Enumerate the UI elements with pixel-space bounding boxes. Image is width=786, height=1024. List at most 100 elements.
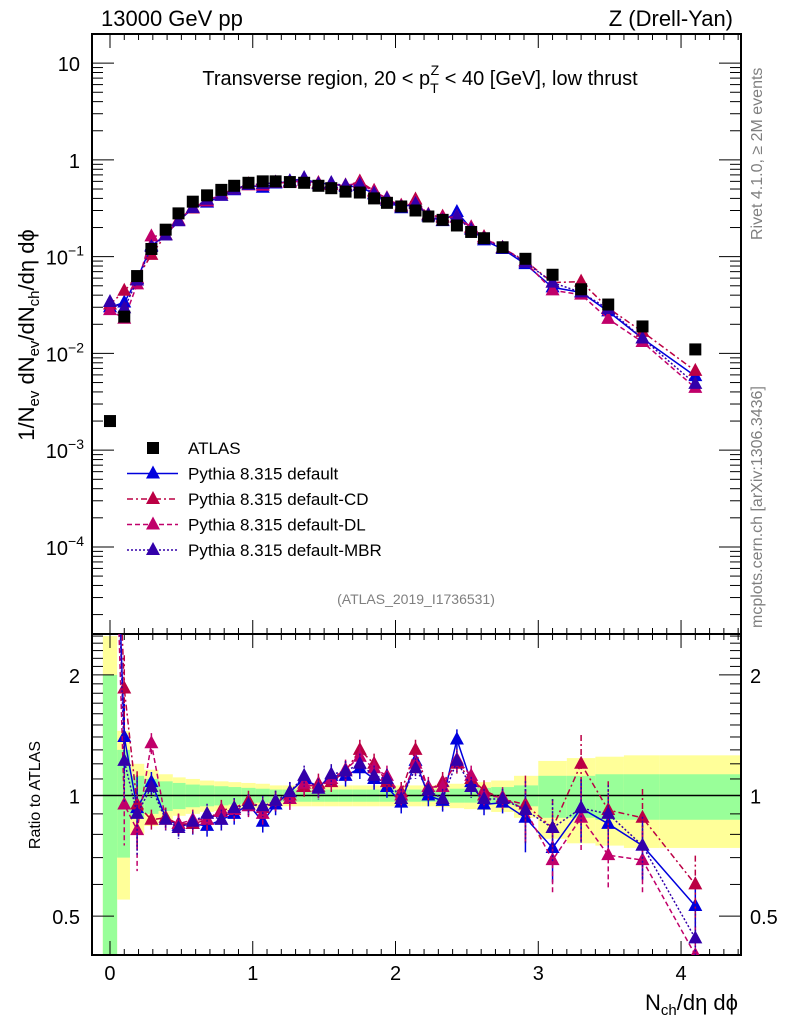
atlas-point — [159, 223, 172, 236]
ratio-y-tick-label-right: 2 — [750, 666, 761, 688]
ratio-point — [200, 805, 215, 819]
atlas-point — [395, 200, 408, 213]
atlas-point — [269, 175, 282, 188]
atlas-point — [689, 343, 702, 356]
atlas-point — [201, 189, 214, 202]
atlas-point — [228, 179, 241, 192]
x-tick-label: 3 — [533, 963, 544, 985]
mc-point — [688, 375, 703, 389]
title-sub: T — [430, 80, 439, 96]
ratio-point — [144, 779, 159, 793]
ratio-point — [421, 782, 436, 796]
ratio-point — [688, 898, 703, 912]
plot-title: Transverse region, 20 < pTZ < 40 [GeV], … — [202, 62, 638, 96]
ratio-y-tick-label-right: 0.5 — [750, 907, 778, 929]
x-axis-label: Nch/dη dϕ — [645, 990, 738, 1019]
mc-point — [102, 293, 117, 307]
ratio-point — [117, 680, 132, 694]
ratio-panel-frame — [91, 633, 742, 956]
ratio-point — [297, 767, 312, 781]
atlas-point — [422, 210, 435, 223]
legend-marker — [146, 516, 160, 530]
ratio-point — [545, 852, 560, 866]
x-tick-label: 2 — [390, 963, 401, 985]
title-post: < 40 [GeV], low thrust — [439, 68, 638, 90]
legend-label: Pythia 8.315 default-CD — [188, 490, 369, 509]
atlas-point — [409, 204, 422, 217]
analysis-id-label: (ATLAS_2019_I1736531) — [337, 591, 495, 607]
atlas-point — [325, 182, 338, 195]
ratio-point — [518, 802, 533, 816]
ratio-point — [635, 837, 650, 851]
x-tick-label: 1 — [247, 963, 258, 985]
atlas-point — [242, 176, 255, 189]
y-tick-label: 10−1 — [46, 243, 84, 270]
main-data — [102, 170, 703, 428]
ratio-point — [464, 767, 479, 781]
atlas-point — [103, 415, 116, 428]
ratio-point — [408, 760, 423, 774]
ratio-y-tick-label-right: 1 — [750, 787, 761, 809]
atlas-point — [436, 213, 449, 226]
legend-label: ATLAS — [188, 439, 241, 458]
ratio-point — [435, 791, 450, 805]
title-pre: Transverse region, 20 < p — [202, 68, 430, 90]
green-band-bin — [659, 774, 741, 820]
atlas-point — [145, 242, 158, 255]
ratio-point — [601, 805, 616, 819]
axes: 0 1 2 3 4 10 1 10−1 10−2 10−3 10−4 0.5 0.5 1 1 2 2 — [46, 33, 778, 985]
ratio-point — [495, 791, 510, 805]
ratio-point — [688, 876, 703, 890]
atlas-point — [215, 183, 228, 196]
ratio-point — [130, 805, 145, 819]
y-tick-label: 10 — [58, 54, 80, 76]
ratio-point — [545, 819, 560, 833]
atlas-point — [339, 185, 352, 198]
ratio-point — [255, 798, 270, 812]
mc-point — [688, 362, 703, 376]
mc-point — [117, 282, 132, 296]
mcplots-label: mcplots.cern.ch [arXiv:1306.3436] — [749, 386, 766, 628]
atlas-point — [575, 283, 588, 296]
legend-label: Pythia 8.315 default-DL — [188, 516, 366, 535]
atlas-point — [131, 270, 144, 283]
title-sup: Z — [431, 62, 440, 78]
mc-point — [545, 282, 560, 296]
ratio-point — [103, 328, 117, 341]
ratio-point — [574, 800, 589, 814]
y-tick-label: 1 — [69, 151, 80, 173]
x-tick-label: 0 — [104, 963, 115, 985]
atlas-point — [636, 320, 649, 333]
atlas-point — [256, 175, 269, 188]
ratio-point — [117, 752, 132, 766]
legend-marker — [146, 465, 160, 479]
ratio-point — [635, 809, 650, 823]
mc-point — [102, 302, 117, 316]
ratio-bands — [102, 636, 741, 955]
header-process-label: Z (Drell-Yan) — [609, 6, 733, 31]
ratio-point — [394, 791, 409, 805]
atlas-point — [519, 252, 532, 265]
atlas-point — [298, 176, 311, 189]
y-tick-label: 10−4 — [46, 533, 84, 560]
ratio-point — [367, 767, 382, 781]
ratio-point — [352, 755, 367, 769]
ratio-y-tick-label: 0.5 — [52, 907, 80, 929]
ratio-y-axis-label: Ratio to ATLAS — [27, 741, 44, 849]
ratio-data — [103, 328, 703, 955]
atlas-point — [450, 219, 463, 232]
ratio-point — [144, 811, 159, 825]
ratio-point — [691, 947, 700, 955]
green-band-bin — [102, 674, 118, 955]
ratio-point — [449, 752, 464, 766]
ratio-point — [464, 779, 479, 793]
x-tick-label: 4 — [675, 963, 686, 985]
atlas-point — [283, 176, 296, 189]
ratio-point — [282, 784, 297, 798]
legend-marker — [146, 491, 160, 504]
legend-label: Pythia 8.315 default-MBR — [188, 541, 382, 560]
atlas-point — [312, 179, 325, 192]
y-tick-label: 10−3 — [46, 436, 84, 463]
atlas-point — [353, 186, 366, 199]
